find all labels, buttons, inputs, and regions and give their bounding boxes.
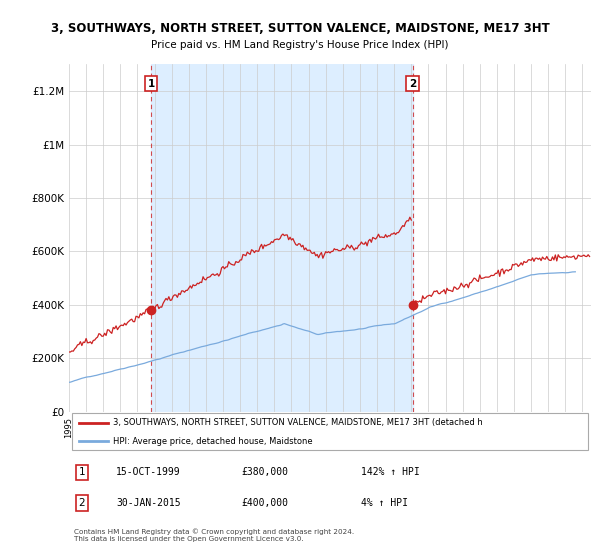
- Text: Contains HM Land Registry data © Crown copyright and database right 2024.
This d: Contains HM Land Registry data © Crown c…: [74, 529, 355, 542]
- Text: £380,000: £380,000: [241, 468, 288, 478]
- Text: 2: 2: [409, 78, 416, 88]
- Text: £400,000: £400,000: [241, 498, 288, 508]
- Text: 15-OCT-1999: 15-OCT-1999: [116, 468, 181, 478]
- Text: 2: 2: [79, 498, 85, 508]
- Text: 3, SOUTHWAYS, NORTH STREET, SUTTON VALENCE, MAIDSTONE, ME17 3HT: 3, SOUTHWAYS, NORTH STREET, SUTTON VALEN…: [50, 22, 550, 35]
- Bar: [151, 64, 413, 412]
- Text: 30-JAN-2015: 30-JAN-2015: [116, 498, 181, 508]
- Text: 1: 1: [79, 468, 85, 478]
- Text: 4% ↑ HPI: 4% ↑ HPI: [361, 498, 409, 508]
- Text: 142% ↑ HPI: 142% ↑ HPI: [361, 468, 420, 478]
- Text: Price paid vs. HM Land Registry's House Price Index (HPI): Price paid vs. HM Land Registry's House …: [151, 40, 449, 50]
- Text: 3, SOUTHWAYS, NORTH STREET, SUTTON VALENCE, MAIDSTONE, ME17 3HT (detached h: 3, SOUTHWAYS, NORTH STREET, SUTTON VALEN…: [113, 418, 483, 427]
- Text: 1: 1: [148, 78, 155, 88]
- Text: HPI: Average price, detached house, Maidstone: HPI: Average price, detached house, Maid…: [113, 437, 313, 446]
- FancyBboxPatch shape: [71, 413, 589, 450]
